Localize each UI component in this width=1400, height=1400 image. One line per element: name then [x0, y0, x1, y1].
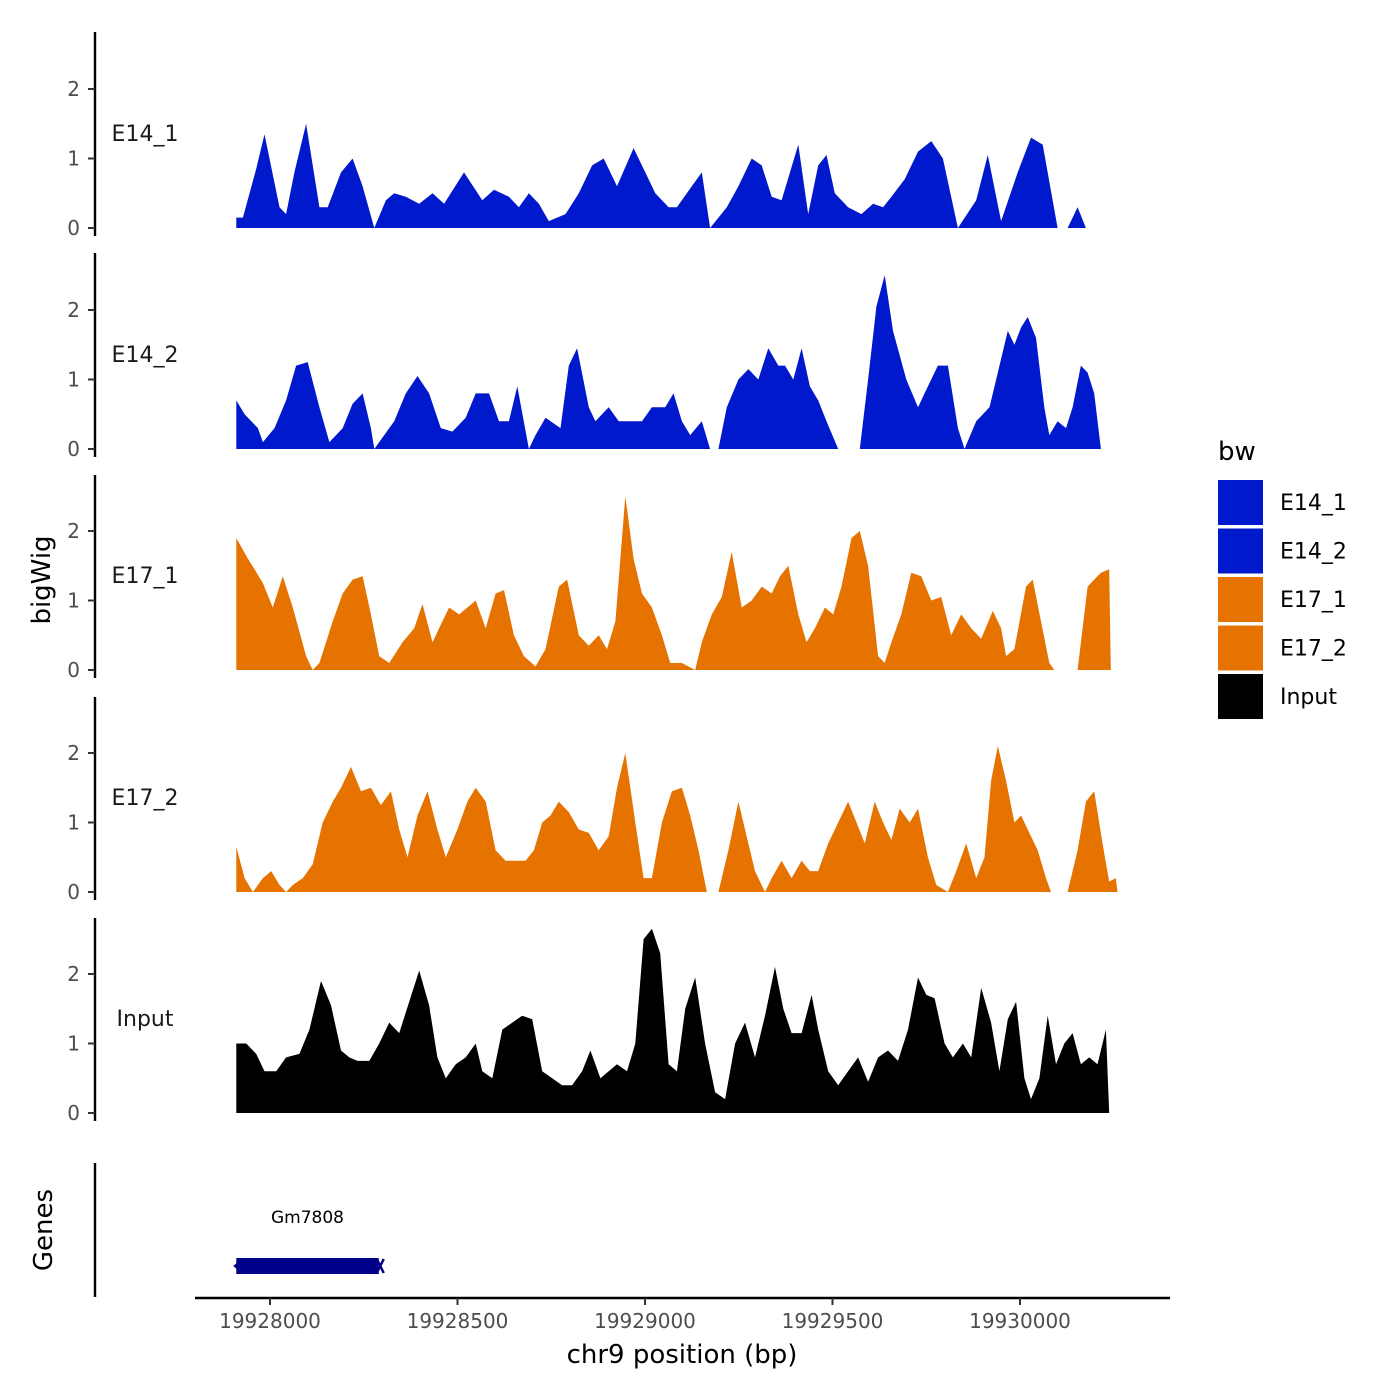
coverage-area-E14_2-2 — [859, 275, 1101, 449]
coverage-area-E17_2-2 — [1067, 791, 1118, 892]
gene-label-Gm7808: Gm7808 — [271, 1208, 344, 1228]
gene-end-marker-Gm7808 — [375, 1258, 385, 1274]
genes-panel: Genes Gm7808 — [29, 1163, 385, 1297]
coverage-area-E14_2-0 — [236, 348, 711, 449]
legend-title: bw — [1218, 437, 1256, 467]
x-tick-label-19929500: 19929500 — [782, 1309, 884, 1333]
y-tick-label-E17_2-2: 2 — [67, 741, 80, 765]
y-axis-title: bigWig — [27, 535, 57, 624]
track-E14_1: 0 1 2 E14_1 — [67, 32, 1086, 240]
coverage-area-E14_1-1 — [1067, 207, 1086, 228]
x-tick-label-19930000: 19930000 — [969, 1309, 1071, 1333]
y-tick-label-E14_1-2: 2 — [67, 77, 80, 101]
legend-swatch-E17_1 — [1218, 577, 1263, 622]
coverage-area-E14_2-1 — [718, 348, 839, 449]
y-tick-label-E14_1-0: 0 — [67, 216, 80, 240]
track-E14_2: 0 1 2 E14_2 — [67, 253, 1101, 461]
y-tick-label-E14_2-2: 2 — [67, 298, 80, 322]
x-axis: chr9 position (bp) 19928000 19928500 19929… — [195, 1296, 1170, 1370]
coverage-area-E17_1-0 — [236, 496, 1055, 670]
y-tick-label-E14_2-0: 0 — [67, 437, 80, 461]
y-tick-label-E17_1-0: 0 — [67, 658, 80, 682]
tracks-layer: 0 1 2 E14_1 0 1 2 E14_2 0 1 2 E17_1 0 1 2 E17_2 0 1 2 Input — [67, 32, 1118, 1125]
y-tick-label-E14_1-1: 1 — [67, 147, 80, 171]
y-tick-label-Input-2: 2 — [67, 962, 80, 986]
track-label-E17_2: E17_2 — [112, 786, 179, 811]
legend-label-Input: Input — [1280, 685, 1337, 710]
y-tick-label-Input-1: 1 — [67, 1032, 80, 1056]
legend-swatch-E14_1 — [1218, 480, 1263, 525]
x-tick-label-19928000: 19928000 — [219, 1309, 321, 1333]
track-label-Input: Input — [117, 1007, 174, 1032]
track-label-E17_1: E17_1 — [112, 564, 179, 589]
track-label-E14_1: E14_1 — [112, 122, 179, 147]
coverage-area-Input-0 — [236, 928, 1110, 1113]
legend-swatch-Input — [1218, 674, 1263, 719]
x-tick-label-19929000: 19929000 — [594, 1309, 696, 1333]
legend: bw E14_1 E14_2 E17_1 E17_2 Input — [1218, 437, 1347, 719]
y-tick-label-E17_2-0: 0 — [67, 880, 80, 904]
gene-strand-marker-Gm7808 — [233, 1260, 241, 1272]
y-tick-label-E17_1-1: 1 — [67, 589, 80, 613]
track-E17_1: 0 1 2 E17_1 — [67, 475, 1111, 682]
x-tick-label-19928500: 19928500 — [407, 1309, 509, 1333]
y-tick-label-Input-0: 0 — [67, 1101, 80, 1125]
y-tick-label-E14_2-1: 1 — [67, 368, 80, 392]
coverage-area-E17_2-1 — [718, 746, 1051, 892]
legend-label-E14_2: E14_2 — [1280, 540, 1347, 565]
gene-bar-Gm7808 — [236, 1258, 379, 1274]
track-E17_2: 0 1 2 E17_2 — [67, 697, 1118, 904]
coverage-area-E17_2-0 — [236, 753, 707, 892]
coverage-area-E14_1-0 — [236, 123, 1058, 228]
coverage-area-E17_1-2 — [1077, 569, 1111, 670]
track-label-E14_2: E14_2 — [112, 343, 179, 368]
x-axis-title: chr9 position (bp) — [567, 1340, 798, 1370]
y-tick-label-E17_2-1: 1 — [67, 811, 80, 835]
genes-axis-title: Genes — [29, 1189, 59, 1271]
legend-swatch-E14_2 — [1218, 528, 1263, 574]
legend-label-E17_2: E17_2 — [1280, 637, 1347, 662]
legend-label-E17_1: E17_1 — [1280, 588, 1347, 613]
legend-label-E14_1: E14_1 — [1280, 491, 1347, 516]
track-Input: 0 1 2 Input — [67, 918, 1110, 1125]
legend-swatch-E17_2 — [1218, 625, 1263, 671]
y-tick-label-E17_1-2: 2 — [67, 519, 80, 543]
